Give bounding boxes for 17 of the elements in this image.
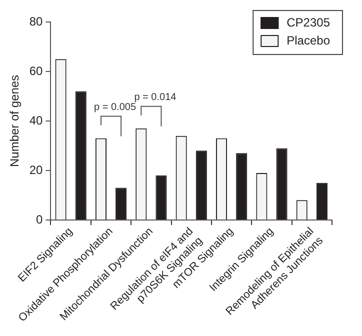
bar	[276, 148, 288, 220]
bar	[116, 188, 127, 220]
legend-label: CP2305	[286, 15, 330, 30]
y-axis-title: Number of genes	[8, 74, 22, 168]
bar	[316, 182, 328, 220]
annotation: p = 0.005	[94, 102, 136, 114]
legend-label: Placebo	[286, 33, 330, 48]
bar	[196, 150, 207, 220]
y-tick-label: 80	[29, 14, 44, 28]
bar	[156, 175, 167, 220]
y-tick-label: 60	[29, 64, 44, 78]
y-tick-label: 40	[29, 113, 44, 128]
annotation: p = 0.014	[134, 92, 177, 104]
bar	[236, 153, 248, 220]
bar	[75, 91, 86, 220]
y-tick-label: 0	[36, 212, 44, 226]
y-tick-label: 20	[29, 162, 44, 177]
